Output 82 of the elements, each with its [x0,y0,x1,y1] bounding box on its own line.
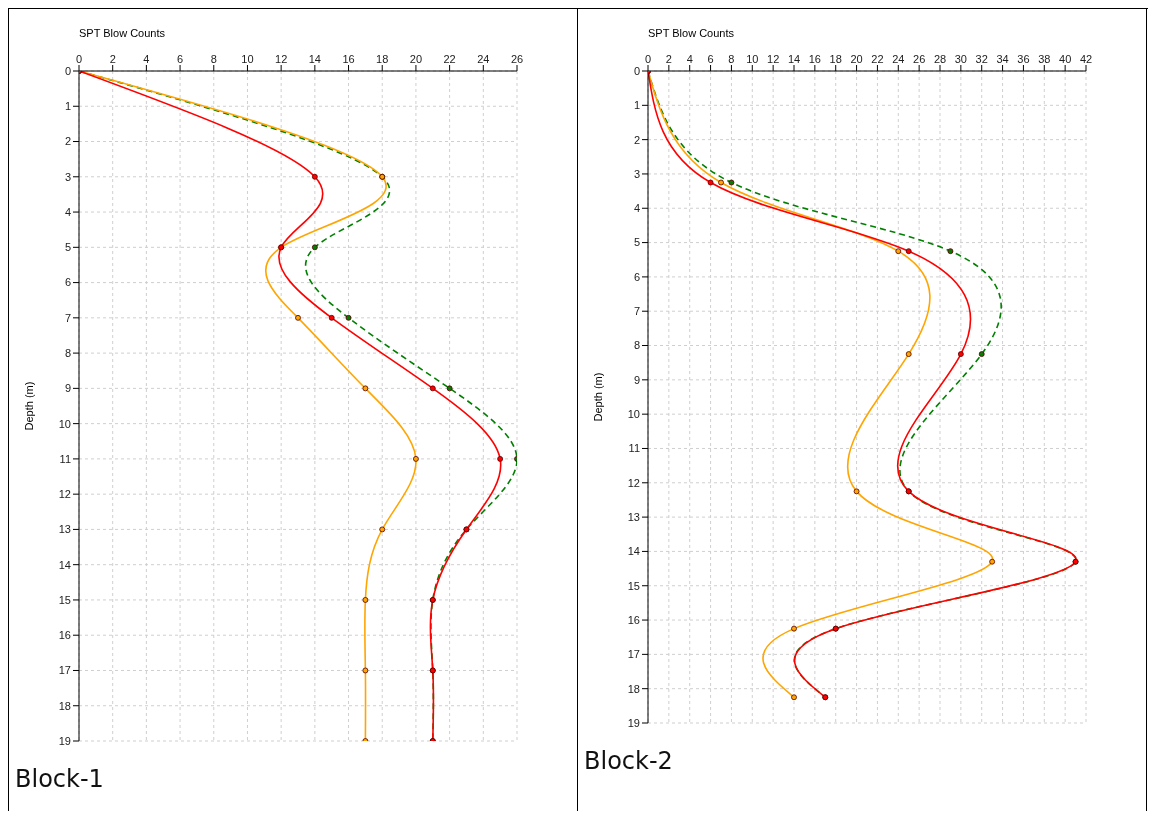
y-tick-label: 3 [64,170,71,183]
x-tick-label: 10 [746,53,759,65]
x-tick-label: 4 [686,53,693,65]
y-tick-label: 13 [627,511,640,524]
y-tick-label: 5 [64,241,71,254]
x-tick-label: 0 [75,53,83,65]
y-tick-label: 1 [64,100,71,113]
x-tick-label: 16 [342,53,355,65]
y-tick-label: 0 [633,64,640,77]
x-tick-label: 14 [787,53,801,65]
y-tick-label: 11 [628,442,640,455]
x-tick-label: 26 [913,53,926,65]
x-tick-label: 8 [728,53,735,65]
y-tick-label: 14 [58,558,71,571]
y-tick-label: 12 [58,488,71,501]
y-tick-label: 19 [58,734,71,747]
y-tick-label: 9 [64,382,71,395]
x-tick-label: 10 [241,53,254,65]
y-tick-label: 8 [64,347,71,360]
y-tick-label: 17 [58,664,71,677]
y-tick-label: 8 [633,339,640,352]
x-tick-label: 26 [510,53,524,65]
text: Block-1 [15,765,104,793]
x-tick-label: 38 [1038,53,1051,65]
y-tick-label: 2 [64,135,71,148]
x-tick-label: 28 [933,53,947,65]
x-tick-label: 24 [477,53,490,65]
x-tick-label: 12 [767,53,780,65]
x-tick-label: 6 [177,53,184,65]
y-tick-label: 10 [58,417,71,430]
x-tick-label: 12 [275,53,288,65]
y-tick-label: 4 [64,205,71,218]
y-tick-label: 3 [633,167,640,180]
y-tick-label: 5 [633,236,640,249]
x-tick-label: 18 [829,53,842,65]
y-tick-label: 6 [64,276,71,289]
y-tick-label: 2 [633,133,640,146]
y-tick-label: 10 [627,408,640,421]
y-tick-label: 7 [64,311,71,324]
y-tick-label: 18 [627,682,640,695]
x-tick-label: 24 [892,53,905,65]
x-tick-label: 36 [1017,53,1030,65]
y-tick-label: 16 [627,613,640,626]
y-tick-label: 9 [633,373,640,386]
y-tick-label: 12 [627,476,640,489]
y-tick-label: 18 [58,699,71,712]
y-tick-label: 14 [627,545,640,558]
x-tick-label: 22 [871,53,884,65]
y-tick-label: 19 [627,716,640,729]
x-axis-title: SPT Blow Counts [79,26,166,39]
x-tick-label: 34 [996,53,1009,65]
x-tick-label: 18 [376,53,389,65]
y-tick-label: 11 [59,452,71,465]
y-tick-label: 15 [627,579,640,592]
y-tick-label: 4 [633,202,640,215]
y-tick-label: 15 [58,593,71,606]
y-tick-label: 17 [627,648,640,661]
x-tick-label: 16 [808,53,821,65]
x-tick-label: 2 [665,53,672,65]
x-tick-label: 32 [975,53,988,65]
x-tick-label: 20 [409,53,423,65]
x-tick-label: 30 [954,53,967,65]
text: Block-2 [584,747,673,775]
y-tick-label: 16 [58,629,71,642]
x-tick-label: 14 [308,53,321,65]
x-tick-label: 22 [443,53,456,65]
y-tick-label: 0 [64,64,71,77]
x-axis-title: SPT Blow Counts [648,26,735,39]
x-tick-label: 2 [109,53,116,65]
y-tick-label: 1 [633,99,640,112]
x-tick-label: 42 [1079,53,1093,65]
x-tick-label: 20 [850,53,863,65]
y-axis-title: Depth (m) [591,372,604,422]
x-tick-label: 0 [644,53,652,65]
x-tick-label: 8 [210,53,217,65]
x-tick-label: 40 [1059,53,1072,65]
y-axis-title: Depth (m) [22,381,35,431]
y-tick-label: 7 [633,305,640,318]
x-tick-label: 4 [143,53,150,65]
y-tick-label: 13 [58,523,71,536]
x-tick-label: 6 [707,53,714,65]
y-tick-label: 6 [633,270,640,283]
